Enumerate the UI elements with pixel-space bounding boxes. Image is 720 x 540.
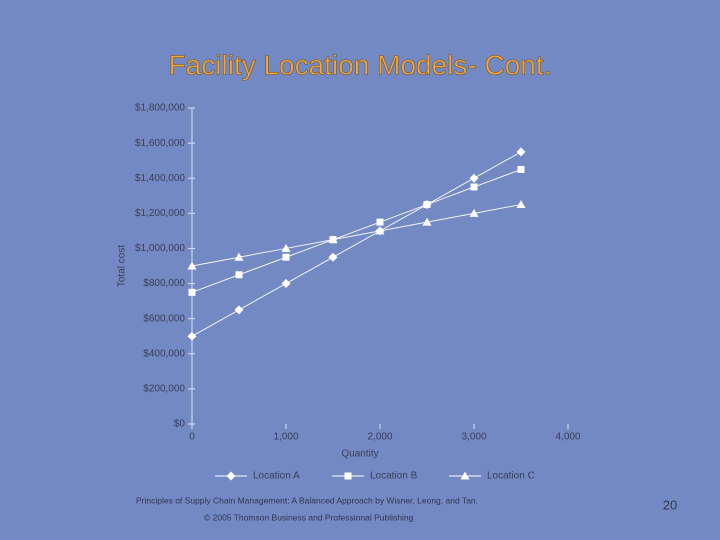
x-tick-label: 0 xyxy=(189,432,195,443)
series-line xyxy=(191,204,522,267)
y-tick-label: $800,000 xyxy=(143,278,185,289)
x-tick-label: 2,000 xyxy=(367,432,392,443)
marker xyxy=(328,252,338,262)
y-tick-label: $1,400,000 xyxy=(135,173,185,184)
marker xyxy=(234,252,244,261)
page-number: 20 xyxy=(663,497,677,512)
legend-label: Location B xyxy=(370,471,418,482)
marker xyxy=(344,472,352,480)
legend-label: Location A xyxy=(253,471,300,482)
marker xyxy=(460,471,470,480)
series-line xyxy=(191,151,522,337)
marker xyxy=(187,261,197,270)
marker xyxy=(188,288,196,296)
marker xyxy=(282,253,290,261)
y-tick-label: $1,200,000 xyxy=(135,208,185,219)
marker xyxy=(375,226,385,235)
y-tick-label: $200,000 xyxy=(143,384,185,395)
y-tick-label: $1,800,000 xyxy=(135,103,185,114)
series-line xyxy=(191,168,522,293)
marker xyxy=(328,235,338,244)
marker xyxy=(469,173,479,183)
y-tick-label: $0 xyxy=(174,419,186,430)
x-tick-label: 4,000 xyxy=(555,432,580,443)
marker xyxy=(469,208,479,217)
y-tick-label: $400,000 xyxy=(143,348,185,359)
slide-title: Facility Location Models- Cont. xyxy=(169,49,552,80)
marker xyxy=(281,279,291,289)
x-tick-label: 3,000 xyxy=(461,432,486,443)
marker xyxy=(470,183,478,191)
y-tick-label: $1,600,000 xyxy=(135,138,185,149)
marker xyxy=(516,200,526,209)
marker xyxy=(376,218,384,226)
legend-label: Location C xyxy=(487,471,535,482)
y-axis-label: Total cost xyxy=(117,245,128,287)
marker xyxy=(281,243,291,252)
x-axis-label: Quantity xyxy=(341,449,378,460)
marker xyxy=(234,305,244,315)
marker xyxy=(187,331,197,341)
footer-line: © 2005 Thomson Business and Professional… xyxy=(204,512,414,522)
marker xyxy=(516,147,526,157)
marker xyxy=(517,165,525,173)
marker xyxy=(422,217,432,226)
y-tick-label: $600,000 xyxy=(143,313,185,324)
x-tick-label: 1,000 xyxy=(273,432,298,443)
y-tick-label: $1,000,000 xyxy=(135,243,185,254)
marker xyxy=(423,201,431,209)
marker xyxy=(235,271,243,279)
marker xyxy=(226,471,236,481)
footer-line: Principles of Supply Chain Management: A… xyxy=(136,495,478,505)
